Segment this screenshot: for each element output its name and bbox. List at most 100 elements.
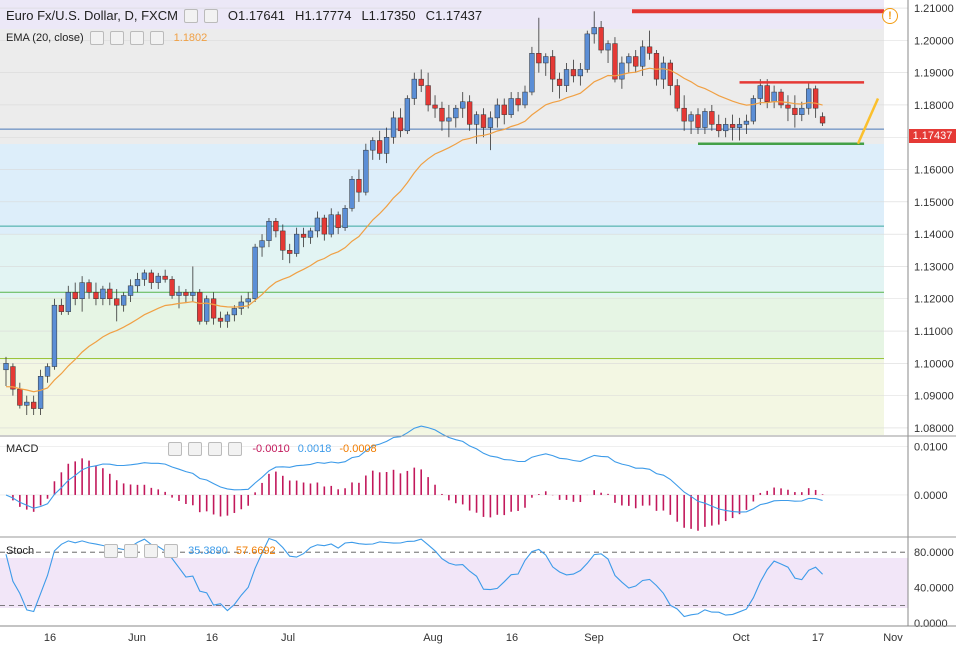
candle <box>31 395 37 416</box>
macd-signal-value: -0.0008 <box>339 443 377 455</box>
candle-body <box>58 304 65 312</box>
main-legend: Euro Fx/U.S. Dollar, D, FXCM O1.17641 H1… <box>6 8 482 23</box>
candle <box>411 72 417 105</box>
close-icon[interactable] <box>164 544 179 558</box>
candle-body <box>314 217 321 232</box>
settings-icon[interactable] <box>124 544 139 558</box>
candle <box>134 272 141 293</box>
candle <box>397 108 404 138</box>
fib-bands <box>0 0 908 608</box>
candle <box>273 218 279 238</box>
plus-icon[interactable] <box>144 544 159 558</box>
candle <box>785 95 791 122</box>
candle <box>660 56 667 89</box>
candle-body <box>501 104 507 115</box>
candle-body <box>792 107 798 115</box>
candle-body <box>799 107 805 115</box>
candle-body <box>605 43 611 51</box>
candle-body <box>335 214 341 228</box>
time-tick-label: Aug <box>423 632 443 644</box>
candle-body <box>24 401 30 406</box>
candle-body <box>134 279 141 287</box>
price-tick-label: 1.21000 <box>914 3 954 15</box>
plus-icon[interactable] <box>208 442 223 456</box>
candle-body <box>418 78 424 86</box>
candle <box>799 101 805 122</box>
candle-body <box>114 298 120 306</box>
candle <box>197 289 203 325</box>
high-value: 1.17774 <box>304 8 352 23</box>
candle <box>51 298 58 370</box>
settings-icon[interactable] <box>188 442 203 456</box>
candle-body <box>646 46 653 54</box>
candle-body <box>300 233 307 238</box>
candle-body <box>65 292 71 312</box>
time-tick-label: Oct <box>732 632 749 644</box>
plus-icon[interactable] <box>129 31 144 45</box>
ema-value: 1.1802 <box>173 32 208 44</box>
band-blue <box>0 144 884 234</box>
candle-body <box>695 114 701 128</box>
eye-icon[interactable] <box>104 544 119 558</box>
candle-body <box>716 124 722 132</box>
eye-icon[interactable] <box>89 31 104 45</box>
candle-body <box>619 62 625 80</box>
candle-body <box>543 56 549 64</box>
candle-body <box>653 53 660 80</box>
close-icon[interactable] <box>149 31 164 45</box>
close-value: 1.17437 <box>435 8 483 23</box>
candle <box>605 40 611 63</box>
warning-icon[interactable]: ! <box>882 8 898 24</box>
candle <box>377 130 383 160</box>
candle-body <box>51 304 58 367</box>
close-icon[interactable] <box>228 442 243 456</box>
candle-body <box>148 272 154 283</box>
grid <box>0 7 908 429</box>
candle <box>342 205 348 231</box>
candle <box>626 53 632 73</box>
candle-body <box>508 98 514 115</box>
settings-icon[interactable] <box>109 31 124 45</box>
candle-body <box>328 214 334 235</box>
macd-hist-value: -0.0010 <box>252 443 290 455</box>
candle <box>383 127 390 164</box>
candle-body <box>127 285 134 296</box>
candle <box>743 114 750 135</box>
eye-icon[interactable] <box>183 8 198 23</box>
candle <box>79 276 85 312</box>
time-tick-label: Nov <box>883 632 903 644</box>
price-tick-label: 1.12000 <box>914 294 954 306</box>
candle-body <box>473 114 480 125</box>
candle-body <box>522 91 528 106</box>
candle-body <box>439 107 445 122</box>
candle-body <box>231 308 238 316</box>
stoch-label: Stoch <box>6 545 35 557</box>
eye-icon[interactable] <box>168 442 183 456</box>
candle-body <box>425 85 431 106</box>
candle-body <box>812 88 819 109</box>
candle <box>314 211 321 238</box>
stoch-tick-label: 40.0000 <box>914 583 954 595</box>
candle <box>446 104 452 138</box>
high-label: H <box>295 8 305 23</box>
time-axis[interactable]: 16 Jun 16 Jul Aug 16 Sep Oct 17 Nov <box>44 632 903 644</box>
projection-line <box>856 97 880 145</box>
candle-body <box>204 298 210 322</box>
candle-body <box>771 91 777 102</box>
settings-icon[interactable] <box>203 8 218 23</box>
candle <box>536 17 542 73</box>
candle-body <box>729 124 736 128</box>
candle <box>736 117 743 141</box>
open-label: O <box>227 8 239 23</box>
price-axis[interactable]: 1.210001.200001.190001.180001.170001.160… <box>914 3 954 435</box>
candle-body <box>210 298 217 319</box>
candle-body <box>577 69 584 77</box>
price-tick-label: 1.14000 <box>914 229 954 241</box>
band-yellow <box>0 360 884 435</box>
candle-body <box>162 275 168 280</box>
candle <box>418 69 424 93</box>
candle-body <box>778 91 784 106</box>
candle <box>162 269 168 283</box>
candle <box>356 169 362 202</box>
